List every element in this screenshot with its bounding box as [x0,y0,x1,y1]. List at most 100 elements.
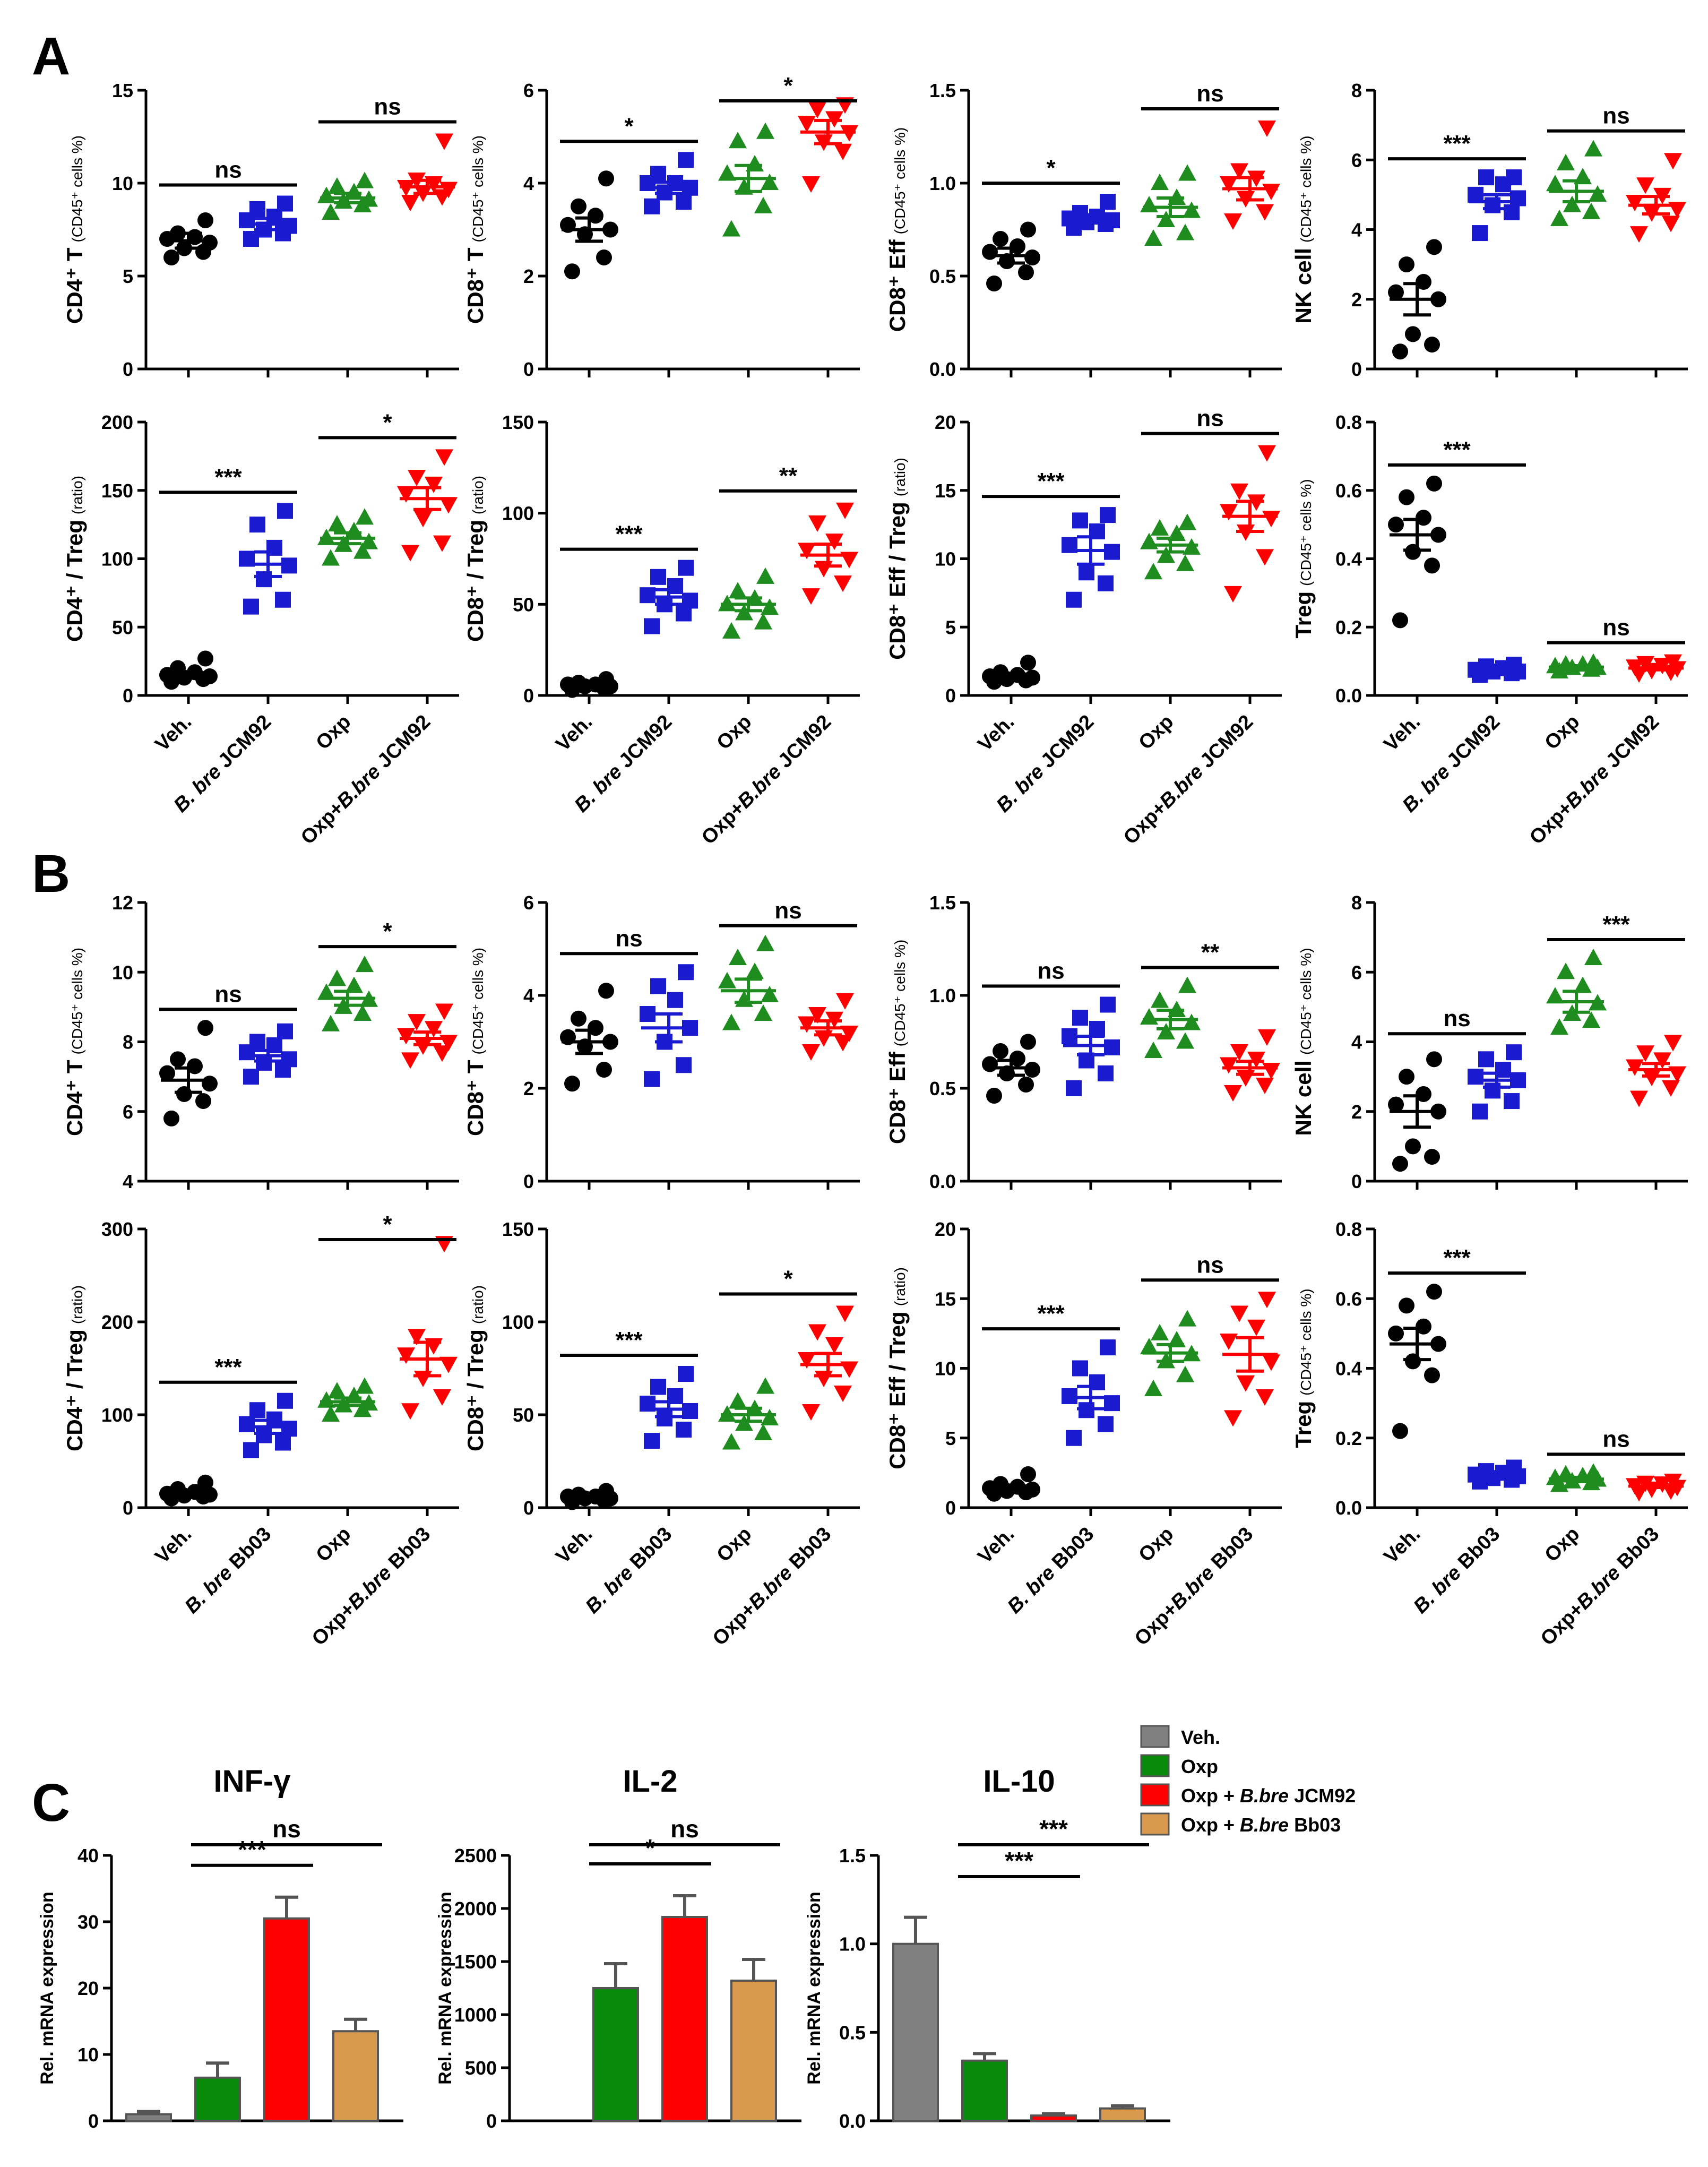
data-point [993,1043,1008,1059]
category-rest: JCM92 [770,711,836,777]
data-point [1230,163,1248,180]
data-point [1178,976,1196,993]
y-axis-label: Treg (CD45⁺ cells %) [1291,1288,1316,1448]
data-point [1220,1334,1238,1350]
data-point [414,1371,432,1387]
data-point [1100,507,1116,523]
y-axis-label: NK cell (CD45⁺ cells %) [1291,136,1316,324]
data-point [640,587,655,604]
data-point [1072,1360,1088,1377]
scatter-chart-0: 0 5 10 15 CD4⁺ T (CD45⁺ cells %) ns ns [62,80,459,380]
data-point [275,591,291,608]
y-tick-label: 0 [945,685,956,707]
data-point [328,177,346,194]
data-point [1630,1090,1648,1107]
data-point [1224,586,1242,603]
data-point [1144,1042,1162,1058]
data-point [1151,519,1169,536]
category-rest: JCM92 [1439,711,1505,777]
data-point [746,962,764,979]
significance-label: ** [1201,940,1220,966]
x-category-label: Veh. [973,711,1019,756]
data-point [761,598,779,615]
y-tick-label: 100 [101,548,133,570]
data-point [1626,195,1644,211]
y-tick-label: 10 [112,961,133,983]
data-point [1140,196,1158,212]
y-tick-label: 15 [112,80,133,101]
data-point [1258,445,1276,462]
significance-label: * [645,1834,655,1862]
data-point [1468,1069,1483,1085]
data-point [1100,1339,1116,1356]
y-axis-label: CD8⁺ / Treg (ratio) [463,1285,488,1451]
data-point [1020,1466,1036,1482]
y-axis-label-main: CD4⁺ / Treg [62,1329,87,1451]
data-point [1079,564,1094,581]
y-axis-label-unit: (ratio) [69,476,85,514]
y-axis-label-unit: (CD45⁺ cells %) [470,948,486,1054]
data-point [1224,1410,1242,1427]
significance-label: ns [774,898,801,924]
y-tick-label: 1.5 [929,80,956,101]
bar-chart-0: 0 10 20 30 40 Rel. mRNA expression INF-γ ***ns [37,1764,403,2132]
data-point [397,1028,415,1045]
data-point [1258,1292,1276,1309]
data-point [275,1434,291,1451]
data-point [718,971,736,988]
y-tick-label: 2 [523,265,534,287]
data-point [1066,1080,1082,1096]
data-point [722,1013,740,1030]
y-tick-label: 40 [77,1845,99,1867]
x-category-label: Oxp [1540,711,1584,754]
y-tick-label: 0.0 [1335,1497,1362,1519]
data-point [808,1007,826,1024]
data-point [1392,343,1408,360]
panel-label-a: A [32,27,70,86]
data-point [322,1014,340,1031]
data-point [197,1020,213,1036]
legend-swatch [1140,1812,1170,1836]
data-point [1664,654,1682,671]
data-point [277,1392,293,1409]
panel-label-c: C [32,1773,70,1833]
data-point [425,476,443,493]
scatter-chart-2: 0.0 0.5 1.0 1.5 CD8⁺ Eff (CD45⁺ cells %) * ns [885,80,1282,380]
data-point [1062,1028,1077,1044]
data-point [1256,1078,1274,1094]
data-point [1020,221,1036,238]
data-point [1151,991,1169,1008]
legend-label-suffix: Bb03 [1289,1814,1341,1836]
data-point [322,549,340,566]
data-point [1416,273,1431,290]
data-point [564,263,580,280]
data-point [1557,962,1575,979]
data-point [1262,511,1280,528]
data-point [360,532,378,549]
category-rest: Bb03 [1609,1523,1663,1578]
data-point [1405,1138,1421,1155]
scatter-chart-10: 0.0 0.5 1.0 1.5 CD8⁺ Eff (CD45⁺ cells %) ns ** [885,892,1282,1192]
x-category-label: Oxp [712,711,756,754]
data-point [356,508,374,525]
data-point [1010,238,1025,254]
bar [125,2113,172,2122]
data-point [1653,1052,1671,1069]
y-tick-label: 0.5 [839,2022,866,2043]
y-tick-label: 0.8 [1335,1218,1362,1240]
data-point [1546,987,1564,1004]
data-point [1018,1077,1034,1093]
data-point [644,1433,660,1449]
significance-label: ns [272,1815,301,1843]
significance-label: ns [1602,103,1629,129]
data-point [1468,186,1483,203]
data-point [1626,1059,1644,1076]
y-axis-label-unit: (CD45⁺ cells %) [69,948,85,1054]
y-tick-label: 0 [88,2110,99,2132]
data-point [1100,194,1116,210]
significance-label: ns [214,981,241,1007]
data-point [1392,1156,1408,1172]
y-axis-label-unit: (ratio) [69,1285,85,1324]
y-tick-label: 5 [945,616,956,638]
